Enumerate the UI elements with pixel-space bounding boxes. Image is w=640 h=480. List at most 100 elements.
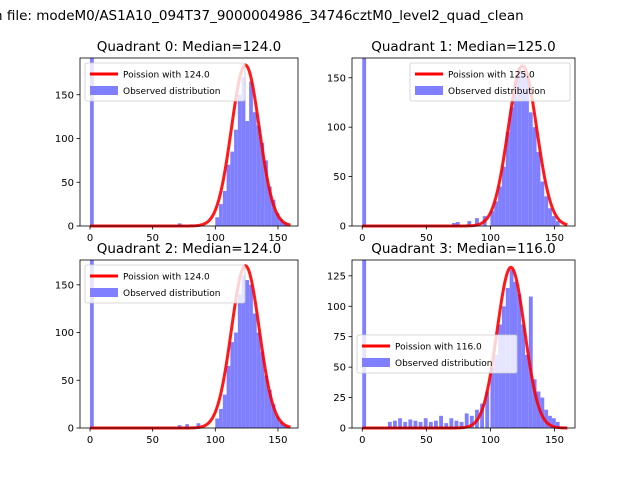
observed-bar xyxy=(275,212,280,226)
observed-bar xyxy=(241,77,246,226)
observed-bar xyxy=(264,375,268,428)
observed-bar xyxy=(219,408,223,428)
observed-bar xyxy=(509,107,514,226)
observed-bar xyxy=(249,81,253,226)
quadrant-0-title: Quadrant 0: Median=124.0 xyxy=(97,39,281,55)
y-tick-label: 25 xyxy=(333,393,346,404)
observed-bar xyxy=(271,199,276,226)
observed-bar xyxy=(237,294,242,428)
observed-bar xyxy=(237,94,242,226)
observed-bar xyxy=(230,342,235,428)
legend-box xyxy=(409,62,571,102)
x-tick-label: 100 xyxy=(206,233,225,244)
observed-bar xyxy=(521,72,526,226)
observed-bar xyxy=(517,67,522,226)
observed-bar xyxy=(264,160,268,226)
legend: Poission with 124.0 Observed distribution xyxy=(84,264,246,304)
quadrant-2-title: Quadrant 2: Median=124.0 xyxy=(97,241,281,257)
observed-bar xyxy=(252,112,257,226)
observed-bar xyxy=(501,166,506,226)
observed-bar xyxy=(398,418,402,428)
observed-bar xyxy=(517,294,522,428)
observed-bar xyxy=(279,219,283,226)
legend-observed-swatch xyxy=(362,358,390,367)
observed-bar xyxy=(544,409,549,428)
legend: Poission with 124.0 Observed distribution xyxy=(84,62,246,102)
x-tick-label: 0 xyxy=(87,233,93,244)
observed-bar xyxy=(226,164,231,226)
observed-bar xyxy=(469,415,474,428)
x-tick-label: 50 xyxy=(420,435,433,446)
x-tick-label: 0 xyxy=(87,435,93,446)
observed-bar xyxy=(90,58,94,226)
observed-bar xyxy=(532,379,537,428)
legend-observed-swatch xyxy=(415,86,443,95)
y-tick-label: 100 xyxy=(327,123,346,134)
axes-frame xyxy=(79,259,299,429)
observed-bar xyxy=(219,204,223,226)
legend-poisson-label: Poission with 124.0 xyxy=(123,273,210,283)
y-tick-label: 50 xyxy=(333,172,346,183)
observed-bar xyxy=(494,201,499,226)
observed-bar xyxy=(418,421,423,428)
observed-bar xyxy=(222,394,227,428)
observed-bar xyxy=(226,365,231,428)
legend-box xyxy=(84,62,246,102)
observed-bar xyxy=(222,191,227,226)
observed-bar xyxy=(271,404,276,428)
observed-bar xyxy=(393,420,397,428)
x-tick-label: 50 xyxy=(420,233,433,244)
x-tick-label: 100 xyxy=(481,435,500,446)
observed-bar xyxy=(449,418,454,428)
legend-poisson-label: Poission with 116.0 xyxy=(395,343,482,353)
observed-bar xyxy=(551,216,556,226)
quadrant-1-chart: 0 50 100 150 0 50 100 150 Quadrant 1: Median=125… xyxy=(327,39,576,244)
observed-bar xyxy=(490,367,495,428)
observed-bar xyxy=(454,420,459,428)
observed-bar xyxy=(90,260,94,428)
quadrant-1-title: Quadrant 1: Median=125.0 xyxy=(371,39,555,55)
observed-bar xyxy=(215,217,220,226)
y-tick-label: 50 xyxy=(61,178,74,189)
observed-bar xyxy=(245,280,250,428)
y-tick-label: 100 xyxy=(55,328,74,339)
x-tick-label: 150 xyxy=(545,435,564,446)
axes-frame xyxy=(351,259,576,429)
observed-bar xyxy=(252,313,257,428)
observed-bar xyxy=(260,142,265,226)
observed-bar xyxy=(532,127,537,226)
y-tick-label: 50 xyxy=(333,363,346,374)
observed-bar xyxy=(480,403,485,428)
y-tick-label: 0 xyxy=(68,222,74,233)
observed-bar xyxy=(403,421,408,428)
y-tick-label: 150 xyxy=(55,90,74,101)
figure-suptitle: n file: modeM0/AS1A10_094T37_9000004986_… xyxy=(0,8,524,24)
observed-bar xyxy=(241,275,246,428)
observed-bar xyxy=(256,125,261,226)
y-tick-label: 150 xyxy=(327,73,346,84)
y-tick-label: 100 xyxy=(327,302,346,313)
observed-bar xyxy=(245,121,250,226)
observed-bar xyxy=(521,324,526,428)
observed-bar xyxy=(525,77,529,226)
x-tick-label: 0 xyxy=(359,435,365,446)
observed-bar xyxy=(536,151,541,226)
legend-poisson-label: Poission with 124.0 xyxy=(123,71,210,81)
y-tick-label: 125 xyxy=(327,271,346,282)
observed-bar xyxy=(275,416,280,428)
y-tick-label: 0 xyxy=(68,424,74,435)
observed-bar xyxy=(498,186,502,226)
observed-bar xyxy=(249,284,253,428)
y-tick-label: 0 xyxy=(340,222,346,233)
observed-bar xyxy=(555,421,560,428)
observed-bar xyxy=(234,129,238,226)
y-tick-label: 0 xyxy=(340,424,346,435)
observed-bar xyxy=(555,221,560,226)
observed-bar xyxy=(485,391,490,428)
observed-bar xyxy=(439,415,443,428)
y-tick-label: 100 xyxy=(55,134,74,145)
observed-bar xyxy=(459,421,464,428)
observed-bar xyxy=(548,415,552,428)
observed-bar xyxy=(498,324,502,428)
